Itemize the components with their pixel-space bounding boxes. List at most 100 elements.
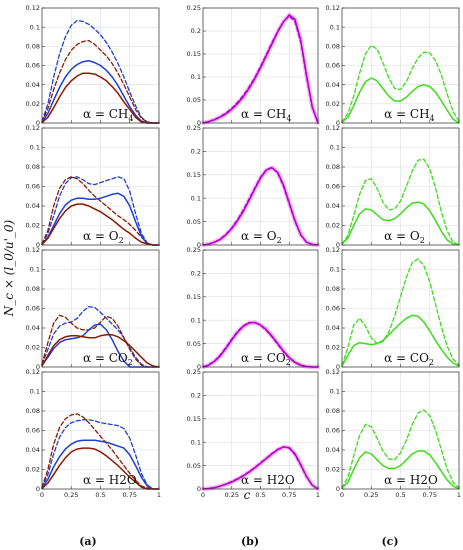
panel-a-3-ytick-label: 0.04 bbox=[26, 324, 40, 332]
panel-b-4-ytick-label: 0.15 bbox=[187, 415, 201, 423]
panel-b-2-ytick-label: 0 bbox=[197, 241, 201, 249]
panel-a-2-series-2-dashed-line bbox=[41, 176, 160, 246]
panel-c-4-ytick-label: 0.08 bbox=[326, 407, 340, 415]
panel-a-2-ytick-label: 0.1 bbox=[30, 144, 40, 152]
panel-b-1-ytick-label: 0 bbox=[197, 119, 201, 127]
panel-b-1-ytick-label: 0.2 bbox=[191, 27, 201, 35]
panel-b-2-ytick-label: 0.25 bbox=[187, 124, 201, 132]
panel-a-2-series-3-solid-line bbox=[41, 192, 160, 246]
panel-c-4-row-label: α = H2O bbox=[384, 473, 438, 487]
panel-b-4-series-3-dashed-line bbox=[202, 446, 319, 490]
panel-a-1-series-2-dashed-line bbox=[41, 39, 160, 124]
panel-a-3-series-4-solid-line bbox=[41, 334, 160, 368]
panel-b-4-ytick-label: 0.05 bbox=[187, 462, 201, 470]
panel-a-4-series-2-dashed-line bbox=[41, 413, 160, 490]
panel-a-3-series-2-dashed-line bbox=[41, 314, 160, 368]
panel-c-1-series-2-solid-line bbox=[341, 77, 460, 124]
panel-c-3-ytick-label: 0.1 bbox=[330, 266, 340, 274]
panel-b-3-ytick-label: 0.15 bbox=[187, 293, 201, 301]
panel-c-3-ytick-label: 0.12 bbox=[326, 246, 340, 254]
panel-b-3-ytick-label: 0 bbox=[197, 363, 201, 371]
panel-a-4-ytick-label: 0.08 bbox=[26, 407, 40, 415]
panel-b-3-series-3-dashed-line bbox=[202, 321, 319, 368]
panel-c-4-xtick-label: 0.75 bbox=[423, 491, 437, 499]
panel-a-4-series-1-dashed-line bbox=[41, 419, 160, 490]
column-label-c: (c) bbox=[381, 535, 398, 548]
panel-c-3-series-2-solid-line bbox=[341, 314, 460, 367]
panel-b-4-ytick-label: 0.2 bbox=[191, 392, 201, 400]
panel-a-2-series-4-solid-line bbox=[41, 203, 160, 246]
panel-a-1-series-4-solid-line bbox=[41, 72, 160, 124]
panel-a-1-ytick-label: 0.04 bbox=[26, 81, 40, 89]
column-label-b: (b) bbox=[241, 535, 259, 548]
panel-a-3-ytick-label: 0.06 bbox=[26, 305, 40, 313]
panel-b-4-row-label: α = H2O bbox=[241, 473, 295, 487]
panel-a-2-row-label: α = O2 bbox=[83, 229, 124, 245]
panel-a-3-series-1-dashed-line bbox=[41, 305, 160, 368]
panel-c-3-row-label: α = CO2 bbox=[384, 351, 434, 367]
y-axis-label: N_c × (l_0/u'_0) bbox=[2, 219, 16, 317]
panel-b-4-ytick-label: 0.25 bbox=[187, 368, 201, 376]
panel-b-1-ytick-label: 0.25 bbox=[187, 4, 201, 12]
panel-a-4-xtick-label: 0.75 bbox=[123, 491, 137, 499]
panel-a-2-series-1-dashed-line bbox=[41, 176, 160, 246]
panel-c-4-xtick-label: 0 bbox=[340, 491, 344, 499]
panel-a-4-xtick-label: 0.25 bbox=[64, 491, 78, 499]
panel-c-1-ytick-label: 0.02 bbox=[326, 100, 340, 108]
panel-a-2-ytick-label: 0.12 bbox=[26, 124, 40, 132]
panel-c-1-ytick-label: 0.04 bbox=[326, 81, 340, 89]
panel-a-3-ytick-label: 0.08 bbox=[26, 285, 40, 293]
panel-c-4-ytick-label: 0.1 bbox=[330, 388, 340, 396]
panel-a-1-series-1-dashed-line bbox=[41, 19, 160, 124]
panel-a-1-ytick-label: 0.02 bbox=[26, 100, 40, 108]
panel-b-1-ytick-label: 0.05 bbox=[187, 96, 201, 104]
panel-c-1-ytick-label: 0.06 bbox=[326, 62, 340, 70]
panel-b-1-ytick-label: 0.15 bbox=[187, 50, 201, 58]
panel-c-1-ytick-label: 0.08 bbox=[326, 43, 340, 51]
panel-c-2-ytick-label: 0.12 bbox=[326, 124, 340, 132]
panel-c-4-ytick-label: 0.06 bbox=[326, 427, 340, 435]
panel-a-2-ytick-label: 0.02 bbox=[26, 222, 40, 230]
panel-c-1-series-1-dashed-line bbox=[341, 44, 460, 123]
panel-a-4-ytick-label: 0.12 bbox=[26, 368, 40, 376]
panel-a-4-ytick-label: 0.06 bbox=[26, 427, 40, 435]
panel-b-3-row-label: α = CO2 bbox=[241, 351, 291, 367]
panel-a-1-row-label: α = CH4 bbox=[83, 107, 134, 123]
panel-c-2-series-2-solid-line bbox=[341, 201, 460, 246]
panel-a-4-series-4-solid-line bbox=[41, 447, 160, 490]
panel-a-3-ytick-label: 0.1 bbox=[30, 266, 40, 274]
panel-b-2-ytick-label: 0.05 bbox=[187, 218, 201, 226]
panel-a-2-ytick-label: 0 bbox=[36, 241, 40, 249]
panel-c-3-series-1-dashed-line bbox=[341, 258, 460, 366]
panel-a-4-ytick-label: 0.04 bbox=[26, 446, 40, 454]
panel-b-1-series-3-dashed-line bbox=[202, 15, 319, 124]
panel-c-2-ytick-label: 0.02 bbox=[326, 222, 340, 230]
panel-c-4-xtick-label: 0.5 bbox=[395, 491, 405, 499]
column-label-a: (a) bbox=[79, 535, 97, 548]
panel-c-2-row-label: α = O2 bbox=[384, 229, 425, 245]
panel-a-1-ytick-label: 0.06 bbox=[26, 62, 40, 70]
panel-a-3-row-label: α = CO2 bbox=[83, 351, 133, 367]
panel-c-1-ytick-label: 0.1 bbox=[330, 23, 340, 31]
panel-c-3-ytick-label: 0 bbox=[336, 363, 340, 371]
panel-b-3-ytick-label: 0.05 bbox=[187, 340, 201, 348]
panel-c-2-series-1-dashed-line bbox=[341, 158, 460, 246]
panel-a-3-ytick-label: 0 bbox=[36, 363, 40, 371]
panel-c-3-ytick-label: 0.02 bbox=[326, 344, 340, 352]
panel-c-1-ytick-label: 0.12 bbox=[326, 4, 340, 12]
panel-c-4-xtick-label: 0.25 bbox=[364, 491, 378, 499]
panel-c-2-ytick-label: 0 bbox=[336, 241, 340, 249]
panel-b-2-row-label: α = O2 bbox=[241, 229, 282, 245]
panel-b-2-ytick-label: 0.2 bbox=[191, 148, 201, 156]
data-layer bbox=[41, 12, 460, 492]
panel-b-2-ytick-label: 0.15 bbox=[187, 171, 201, 179]
panel-c-1-ytick-label: 0 bbox=[336, 119, 340, 127]
panel-a-4-xtick-label: 0.5 bbox=[95, 491, 105, 499]
panel-c-1-row-label: α = CH4 bbox=[384, 107, 435, 123]
panel-b-4-xtick-label: 0 bbox=[201, 491, 205, 499]
panel-b-3-ytick-label: 0.25 bbox=[187, 246, 201, 254]
panel-c-4-series-1-dashed-line bbox=[341, 409, 460, 489]
panel-b-2-ytick-label: 0.1 bbox=[191, 194, 201, 202]
panel-b-3-ytick-label: 0.2 bbox=[191, 270, 201, 278]
